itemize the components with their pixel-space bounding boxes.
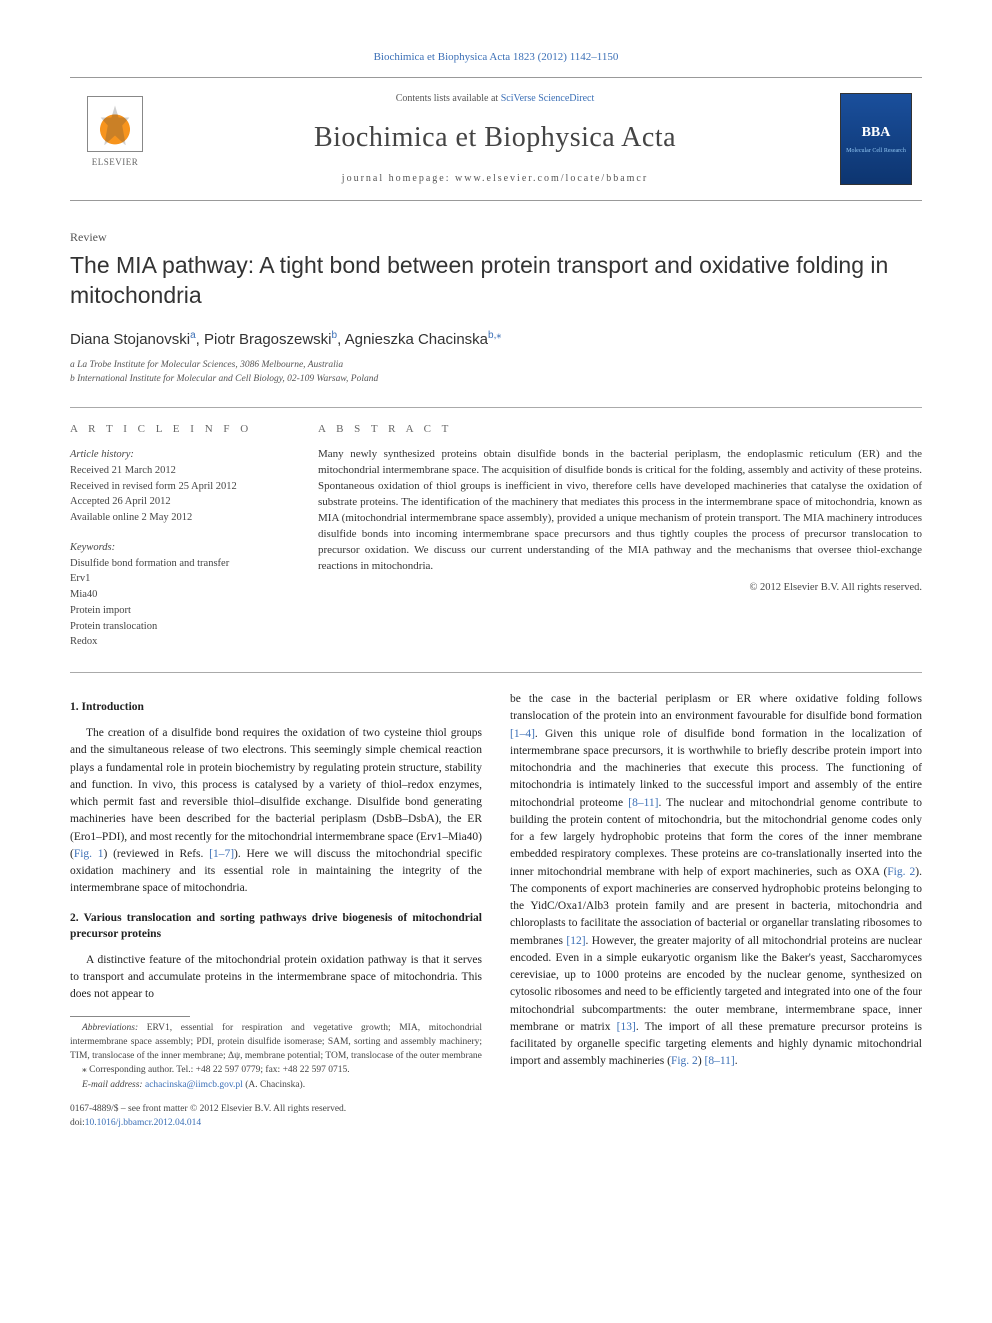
fig-2-link-b[interactable]: Fig. 2 xyxy=(671,1055,698,1067)
history-accepted: Accepted 26 April 2012 xyxy=(70,494,290,510)
contents-text: Contents lists available at xyxy=(396,93,501,104)
article-info: A R T I C L E I N F O Article history: R… xyxy=(70,407,290,650)
s2-text-e: . However, the greater majority of all m… xyxy=(510,935,922,1033)
keyword-4: Protein import xyxy=(70,603,290,619)
cite-13[interactable]: [13] xyxy=(617,1021,636,1033)
abbreviations: Abbreviations: ERV1, essential for respi… xyxy=(70,1021,482,1064)
footnotes: Abbreviations: ERV1, essential for respi… xyxy=(70,1021,482,1092)
journal-header: ELSEVIER Contents lists available at Sci… xyxy=(70,77,922,200)
s1-text-a: The creation of a disulfide bond require… xyxy=(70,727,482,860)
email-line: E-mail address: achacinska@iimcb.gov.pl … xyxy=(70,1078,482,1092)
cite-12[interactable]: [12] xyxy=(566,935,585,947)
elsevier-tree-icon xyxy=(87,96,143,152)
keyword-2: Erv1 xyxy=(70,571,290,587)
abstract-copyright: © 2012 Elsevier B.V. All rights reserved… xyxy=(318,581,922,596)
abstract-heading: A B S T R A C T xyxy=(318,422,922,437)
affiliation-b: b International Institute for Molecular … xyxy=(70,372,922,386)
cite-8-11[interactable]: [8–11] xyxy=(628,797,658,809)
fig-2-link[interactable]: Fig. 2 xyxy=(887,866,915,878)
section-2-heading: 2. Various translocation and sorting pat… xyxy=(70,910,482,942)
body-columns: 1. Introduction The creation of a disulf… xyxy=(70,672,922,1130)
keyword-6: Redox xyxy=(70,634,290,650)
journal-title: Biochimica et Biophysica Acta xyxy=(170,118,820,157)
section-2-para-2: be the case in the bacterial periplasm o… xyxy=(510,691,922,1071)
elsevier-label: ELSEVIER xyxy=(92,156,139,169)
section-1-heading: 1. Introduction xyxy=(70,699,482,715)
s2-text-h: . xyxy=(735,1055,738,1067)
running-head[interactable]: Biochimica et Biophysica Acta 1823 (2012… xyxy=(70,50,922,65)
front-matter: 0167-4889/$ – see front matter © 2012 El… xyxy=(70,1102,482,1131)
keywords: Keywords: Disulfide bond formation and t… xyxy=(70,540,290,650)
abstract: A B S T R A C T Many newly synthesized p… xyxy=(318,422,922,650)
s2-text-a: be the case in the bacterial periplasm o… xyxy=(510,693,922,722)
bba-cover-icon: BBA Molecular Cell Research xyxy=(840,93,912,185)
author-2: , Piotr Bragoszewski xyxy=(196,331,332,348)
fig-1-link[interactable]: Fig. 1 xyxy=(74,848,104,860)
journal-homepage: journal homepage: www.elsevier.com/locat… xyxy=(170,172,820,186)
article-type: Review xyxy=(70,229,922,246)
left-column: 1. Introduction The creation of a disulf… xyxy=(70,691,482,1130)
authors: Diana Stojanovskia, Piotr Bragoszewskib,… xyxy=(70,329,922,350)
author-3: , Agnieszka Chacinska xyxy=(337,331,488,348)
keywords-label: Keywords: xyxy=(70,540,290,556)
email-link[interactable]: achacinska@iimcb.gov.pl xyxy=(145,1080,243,1090)
author-1: Diana Stojanovski xyxy=(70,331,190,348)
footnote-separator xyxy=(70,1016,190,1017)
article-history: Article history: Received 21 March 2012 … xyxy=(70,447,290,526)
article-title: The MIA pathway: A tight bond between pr… xyxy=(70,251,922,311)
article-info-heading: A R T I C L E I N F O xyxy=(70,422,290,437)
section-1-para-1: The creation of a disulfide bond require… xyxy=(70,725,482,898)
corresponding-author: ⁎ Corresponding author. Tel.: +48 22 597… xyxy=(70,1063,482,1077)
doi-label: doi: xyxy=(70,1118,85,1128)
email-who: (A. Chacinska). xyxy=(243,1080,305,1090)
history-received: Received 21 March 2012 xyxy=(70,463,290,479)
s1-text-b: ) (reviewed in Refs. xyxy=(104,848,210,860)
issn-line: 0167-4889/$ – see front matter © 2012 El… xyxy=(70,1102,482,1116)
info-abstract-row: A R T I C L E I N F O Article history: R… xyxy=(70,407,922,650)
affiliations: a La Trobe Institute for Molecular Scien… xyxy=(70,358,922,387)
corresponding-star-icon: ⁎ xyxy=(496,330,501,341)
cite-1-4[interactable]: [1–4] xyxy=(510,728,535,740)
cite-8-11-b[interactable]: [8–11] xyxy=(705,1055,735,1067)
right-column: be the case in the bacterial periplasm o… xyxy=(510,691,922,1130)
section-2-para-1: A distinctive feature of the mitochondri… xyxy=(70,952,482,1004)
cite-1-7[interactable]: [1–7] xyxy=(209,848,234,860)
history-revised: Received in revised form 25 April 2012 xyxy=(70,479,290,495)
bba-cover-sub: Molecular Cell Research xyxy=(846,147,906,155)
email-label: E-mail address: xyxy=(82,1080,145,1090)
affiliation-a: a La Trobe Institute for Molecular Scien… xyxy=(70,358,922,372)
journal-center: Contents lists available at SciVerse Sci… xyxy=(170,92,820,185)
history-label: Article history: xyxy=(70,447,290,463)
bba-cover-text: BBA xyxy=(862,123,891,143)
s2-text-g: ) xyxy=(698,1055,705,1067)
abbrev-label: Abbreviations: xyxy=(82,1023,138,1033)
contents-available: Contents lists available at SciVerse Sci… xyxy=(170,92,820,106)
keyword-1: Disulfide bond formation and transfer xyxy=(70,556,290,572)
keyword-3: Mia40 xyxy=(70,587,290,603)
doi-link[interactable]: 10.1016/j.bbamcr.2012.04.014 xyxy=(85,1118,201,1128)
elsevier-logo: ELSEVIER xyxy=(80,96,150,181)
sciencedirect-link[interactable]: SciVerse ScienceDirect xyxy=(501,93,595,104)
keyword-5: Protein translocation xyxy=(70,619,290,635)
abstract-text: Many newly synthesized proteins obtain d… xyxy=(318,447,922,575)
doi-line: doi:10.1016/j.bbamcr.2012.04.014 xyxy=(70,1116,482,1130)
history-online: Available online 2 May 2012 xyxy=(70,510,290,526)
